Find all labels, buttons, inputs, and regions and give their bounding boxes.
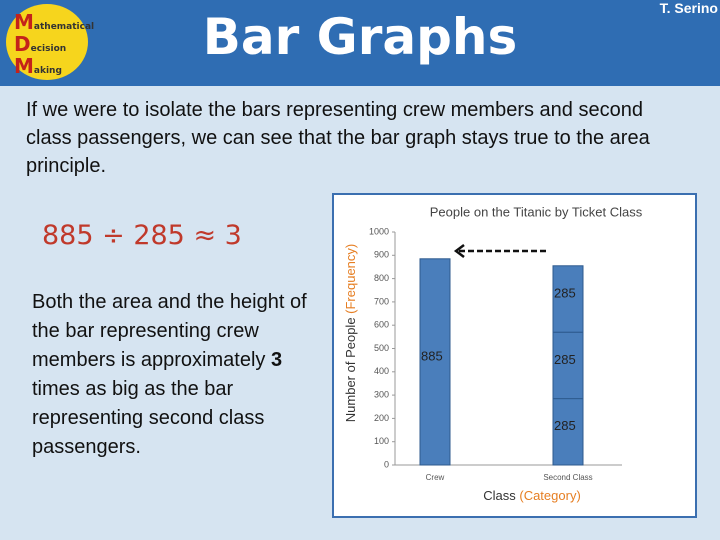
equation: 885 ÷ 285 ≈ 3: [42, 220, 242, 251]
text: times as big as the bar representing sec…: [32, 378, 265, 458]
header-bar: [0, 0, 720, 86]
y-tick-label: 1000: [369, 226, 389, 236]
y-tick-label: 700: [374, 296, 389, 306]
logo-letter: M: [14, 54, 34, 78]
bar: [419, 258, 451, 466]
bar: [552, 265, 584, 333]
y-axis-note: (Frequency): [343, 244, 358, 314]
logo-word: athematical: [33, 22, 95, 32]
data-label: 285: [554, 352, 576, 367]
data-label: 885: [421, 348, 443, 363]
y-tick-label: 900: [374, 250, 389, 260]
chart: People on the Titanic by Ticket Class Nu…: [332, 193, 697, 518]
logo: Mathematical Decision Making: [6, 4, 94, 80]
bar: [552, 398, 584, 466]
text: Both the area and the height of the bar …: [32, 291, 307, 371]
bold-text: 3: [270, 349, 283, 371]
y-tick-label: 600: [374, 320, 389, 330]
logo-letter: M: [14, 10, 34, 34]
arrow-head: [453, 244, 465, 258]
logo-line: Mathematical: [14, 10, 94, 34]
chart-title: People on the Titanic by Ticket Class: [430, 204, 643, 219]
x-axis-note: (Category): [519, 488, 580, 503]
bar: [552, 331, 584, 400]
author: T. Serino: [659, 0, 718, 16]
x-tick-label: Crew: [426, 473, 445, 482]
x-axis-label: Class: [483, 488, 516, 503]
y-axis-title: Number of People (Frequency): [343, 244, 358, 422]
data-label: 285: [554, 418, 576, 433]
chart-frame: [332, 193, 697, 518]
y-tick-label: 500: [374, 343, 389, 353]
slide-title: Bar Graphs: [202, 8, 518, 66]
y-tick-label: 300: [374, 389, 389, 399]
y-tick-label: 100: [374, 436, 389, 446]
data-label: 285: [554, 285, 576, 300]
logo-line: Decision: [14, 32, 66, 56]
logo-word: ecision: [30, 44, 67, 54]
x-tick-label: Second Class: [543, 473, 592, 482]
logo-word: aking: [33, 66, 62, 76]
y-axis-label: Number of People: [343, 317, 358, 422]
y-tick-label: 400: [374, 366, 389, 376]
logo-letter: D: [14, 32, 31, 56]
y-tick-label: 0: [384, 459, 389, 469]
intro-text: If we were to isolate the bars represent…: [26, 99, 650, 177]
y-tick-label: 800: [374, 273, 389, 283]
y-tick-label: 200: [374, 413, 389, 423]
logo-line: Making: [14, 54, 62, 78]
x-axis-title: Class (Category): [483, 488, 581, 503]
body-text: Both the area and the height of the bar …: [32, 288, 322, 462]
